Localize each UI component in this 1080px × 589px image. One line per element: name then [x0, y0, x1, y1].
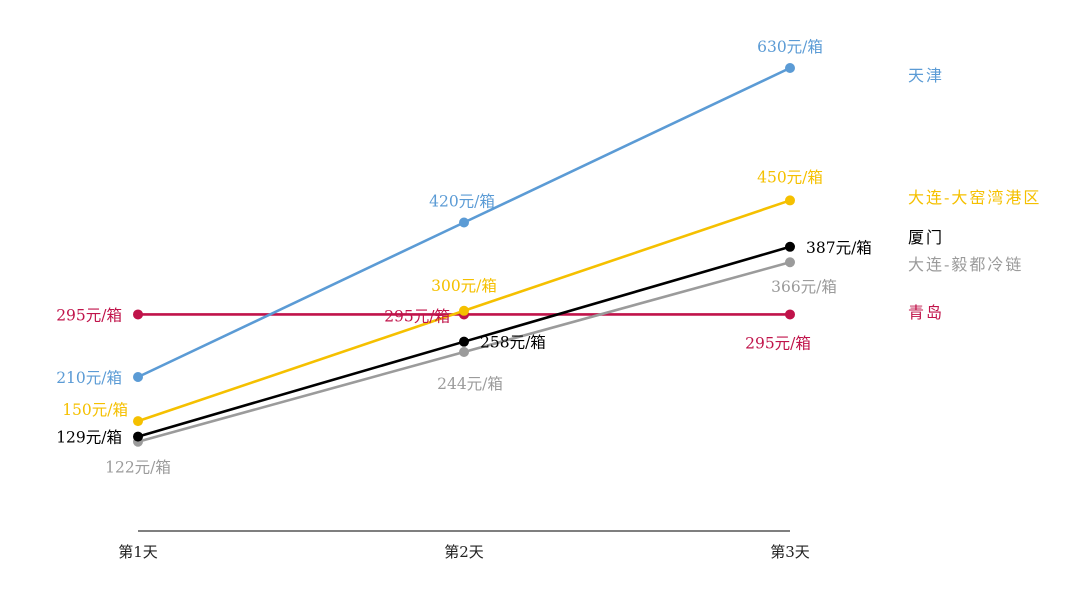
data-label: 420元/箱: [429, 193, 495, 211]
legend-entry: 天津: [908, 66, 944, 85]
x-tick-label: 第1天: [118, 543, 158, 561]
data-point: [133, 416, 143, 427]
data-point: [459, 305, 469, 316]
data-label: 244元/箱: [437, 375, 503, 393]
data-point: [785, 257, 795, 268]
data-label: 295元/箱: [384, 307, 450, 325]
data-point: [133, 372, 143, 382]
data-point: [459, 336, 469, 347]
data-point: [459, 217, 469, 228]
data-label: 258元/箱: [480, 334, 546, 352]
data-label: 122元/箱: [105, 459, 171, 477]
data-label: 387元/箱: [806, 239, 872, 257]
data-point: [785, 195, 795, 206]
data-label: 295元/箱: [56, 306, 122, 324]
data-point: [133, 309, 143, 320]
data-label: 630元/箱: [757, 38, 823, 56]
data-label: 210元/箱: [56, 369, 122, 387]
data-label: 129元/箱: [56, 429, 122, 447]
data-point: [459, 346, 469, 357]
data-point: [785, 241, 795, 252]
legend-entry: 大连-大窑湾港区: [908, 188, 1041, 207]
x-tick-label: 第3天: [770, 543, 810, 561]
data-point: [133, 431, 143, 442]
x-tick-label: 第2天: [444, 543, 484, 561]
data-point: [785, 309, 795, 320]
legend-entry: 青岛: [908, 303, 944, 322]
data-label: 450元/箱: [757, 168, 823, 186]
data-label: 300元/箱: [431, 277, 497, 295]
data-label: 366元/箱: [771, 278, 837, 296]
data-label: 295元/箱: [745, 334, 811, 352]
legend-entry: 厦门: [908, 228, 944, 247]
data-label: 150元/箱: [62, 401, 128, 419]
data-point: [785, 63, 795, 73]
legend-entry: 大连-毅都冷链: [908, 255, 1023, 274]
